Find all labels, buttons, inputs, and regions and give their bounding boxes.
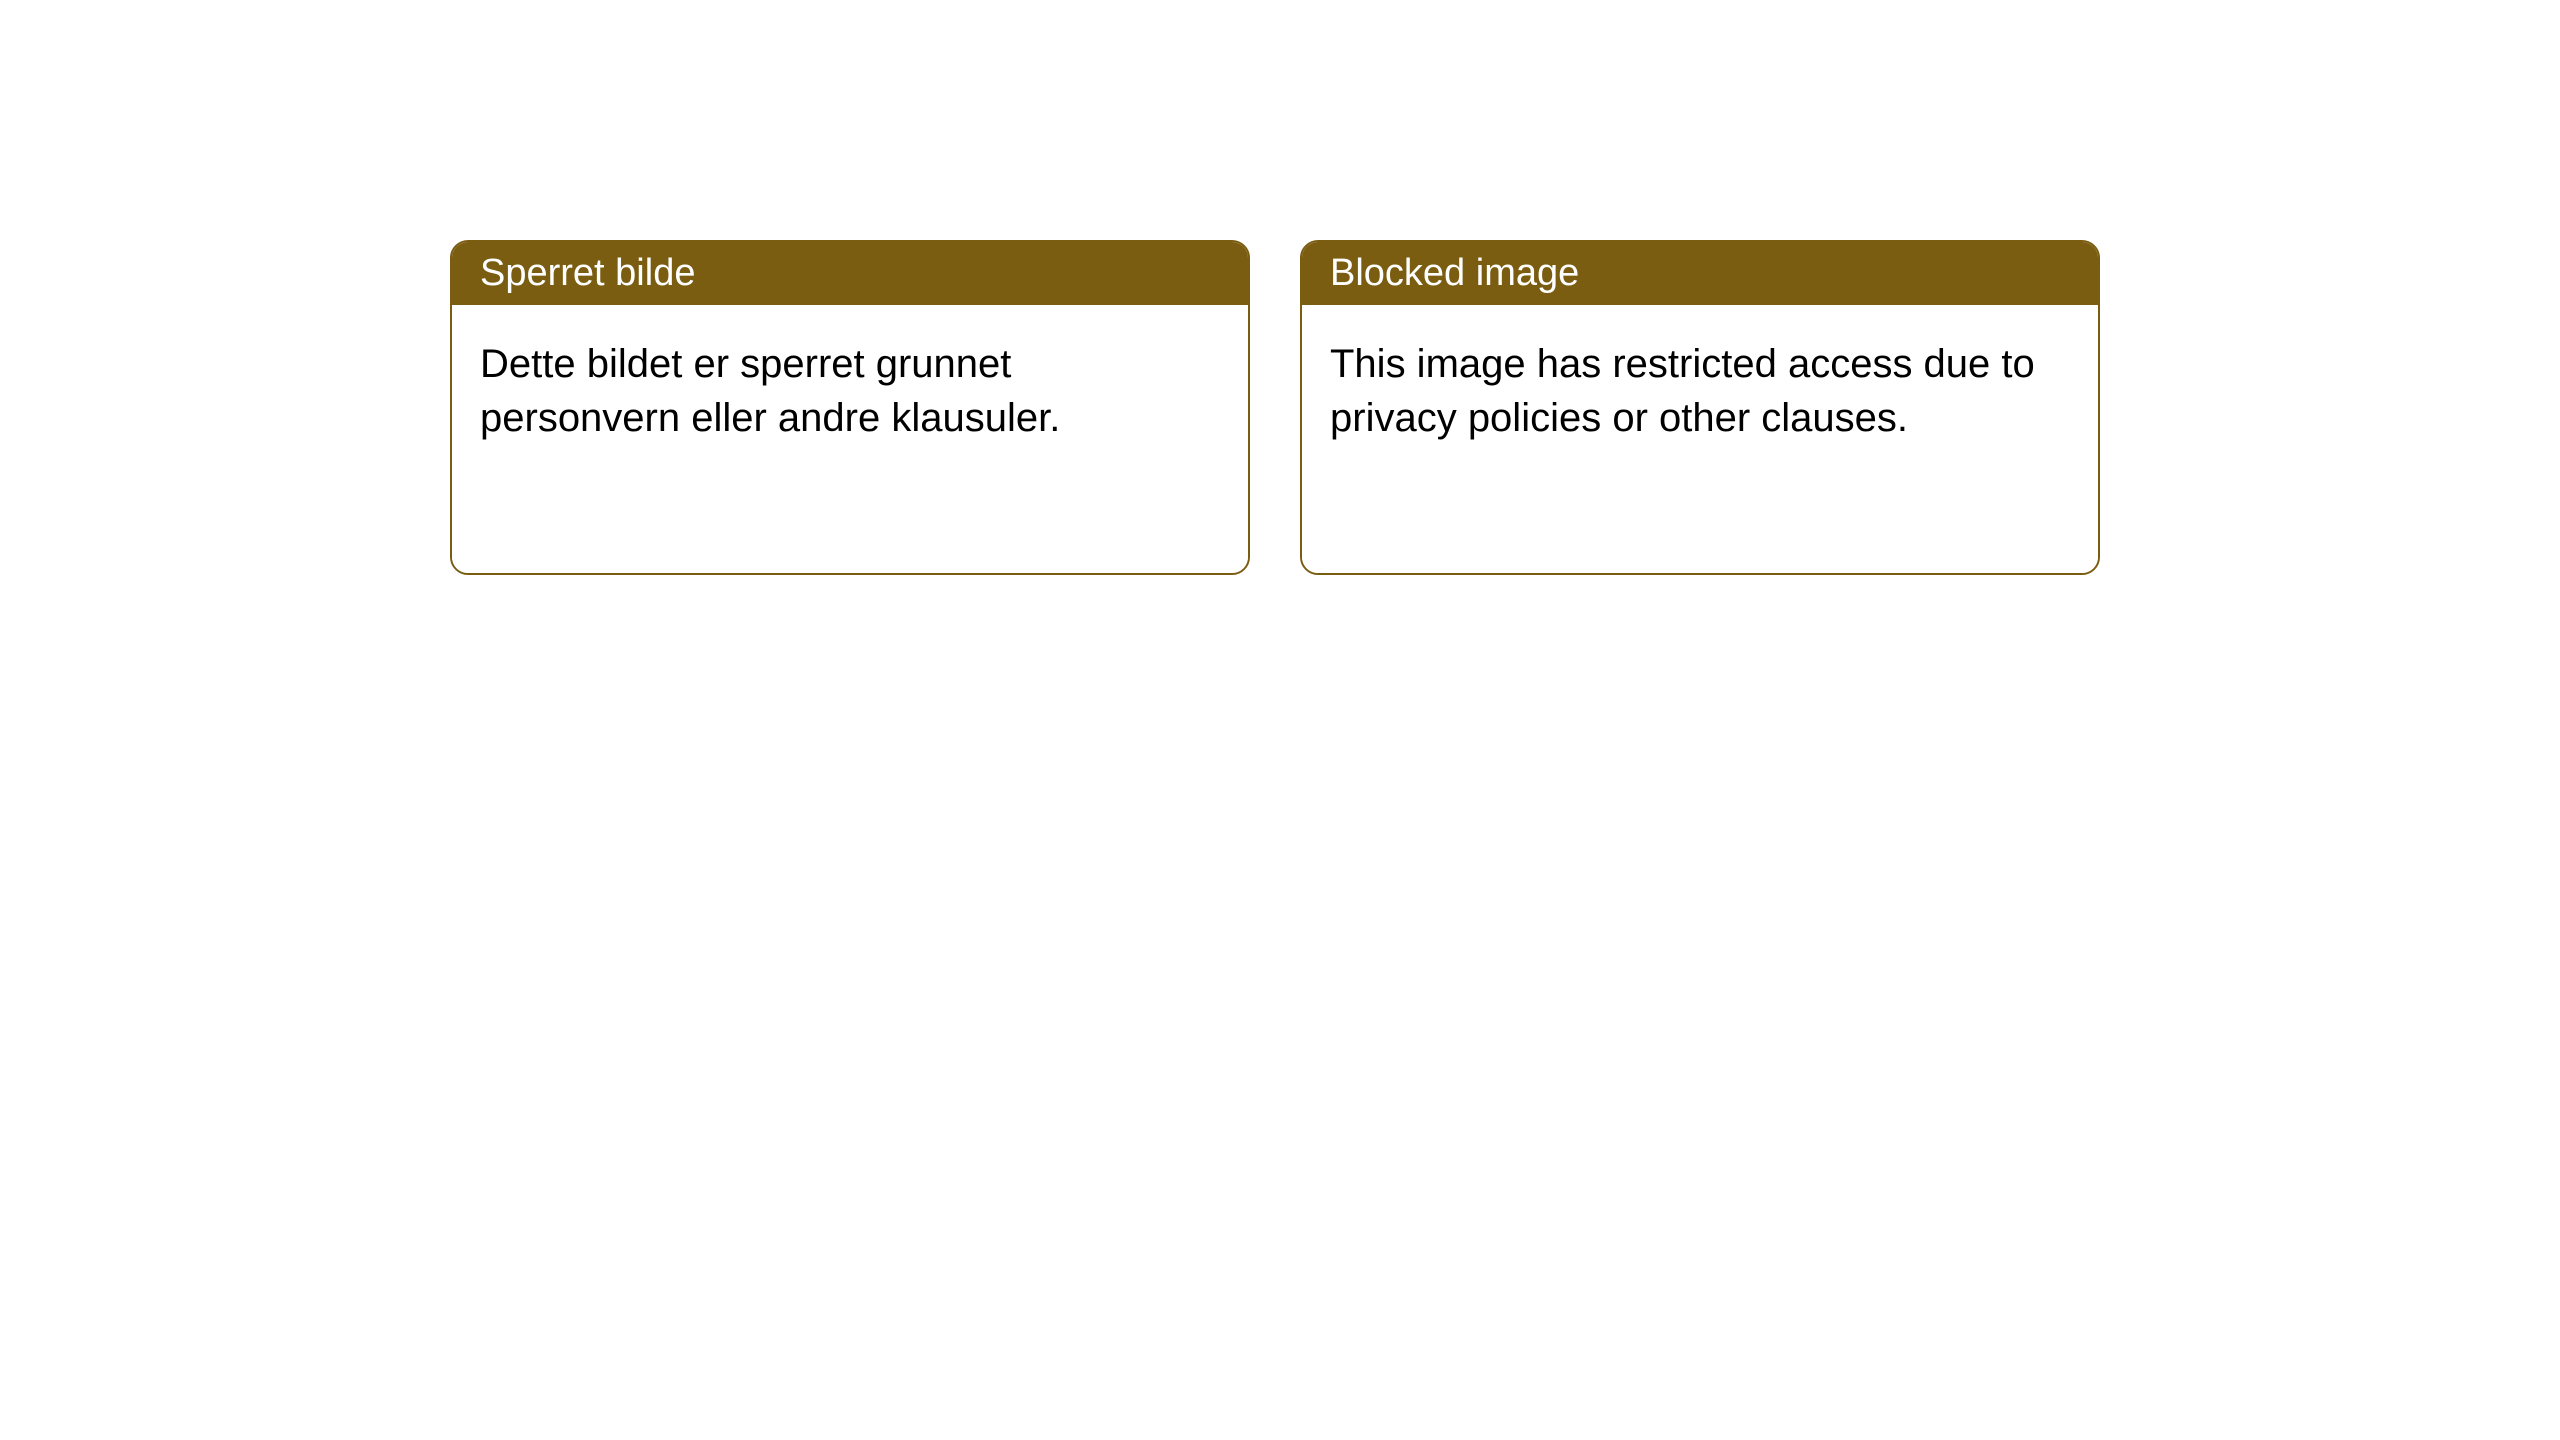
notice-card-title: Sperret bilde: [480, 252, 695, 294]
notice-card-message: Dette bildet er sperret grunnet personve…: [480, 342, 1060, 440]
notice-card-header: Blocked image: [1302, 242, 2098, 305]
notice-card-body: Dette bildet er sperret grunnet personve…: [452, 305, 1248, 573]
notice-card-norwegian: Sperret bilde Dette bildet er sperret gr…: [450, 240, 1250, 575]
notice-cards-container: Sperret bilde Dette bildet er sperret gr…: [0, 0, 2560, 575]
notice-card-english: Blocked image This image has restricted …: [1300, 240, 2100, 575]
notice-card-body: This image has restricted access due to …: [1302, 305, 2098, 573]
notice-card-title: Blocked image: [1330, 252, 1579, 294]
notice-card-message: This image has restricted access due to …: [1330, 342, 2035, 440]
notice-card-header: Sperret bilde: [452, 242, 1248, 305]
